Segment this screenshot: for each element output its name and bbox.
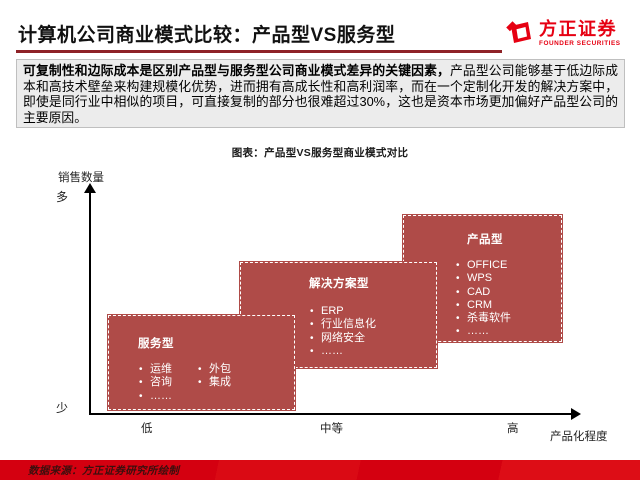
title-underline	[16, 50, 502, 53]
bullet-item: • ERP	[310, 305, 436, 318]
bullet-item: • 行业信息化	[310, 318, 436, 331]
bullet-dot-icon: •	[310, 319, 314, 331]
y-axis-arrow-icon	[84, 183, 96, 193]
bullet-text: 外包	[209, 363, 231, 375]
bullet-item: • WPS	[456, 272, 561, 285]
x-tick-low: 低	[141, 423, 153, 435]
bullet-dot-icon: •	[139, 377, 143, 389]
bullet-item: • CRM	[456, 299, 561, 312]
founder-logo-text: 方正证券 FOUNDER SECURITIES	[539, 18, 621, 48]
x-tick-mid: 中等	[320, 423, 343, 435]
bullet-text: ……	[150, 389, 172, 402]
founder-logo-icon	[504, 21, 531, 43]
bullet-dot-icon: •	[139, 390, 143, 402]
bullet-text: 咨询	[150, 376, 172, 389]
bullet-item: • CAD	[456, 286, 561, 299]
y-axis-title: 销售数量	[58, 172, 104, 184]
service-type-items-col2: • 外包 • 集成	[198, 363, 231, 403]
product-type-items: • OFFICE • WPS • CAD • CRM • 杀毒软件 • ……	[456, 259, 561, 339]
service-type-box-title: 服务型	[138, 338, 174, 350]
bullet-item: • 集成	[198, 376, 231, 389]
bullet-dot-icon: •	[456, 299, 460, 311]
bullet-text: 集成	[209, 376, 231, 389]
bullet-dot-icon: •	[456, 286, 460, 298]
bullet-text: 网络安全	[321, 331, 365, 344]
logo-name-en: FOUNDER SECURITIES	[539, 40, 621, 47]
x-axis-line	[89, 413, 573, 415]
bullet-dot-icon: •	[310, 345, 314, 357]
service-type-items-col1: • 运维 • 咨询 • ……	[139, 363, 172, 403]
bullet-text: 行业信息化	[321, 318, 376, 331]
solution-type-items: • ERP • 行业信息化 • 网络安全 • ……	[310, 305, 436, 358]
bullet-item: • ……	[456, 325, 561, 338]
bullet-dot-icon: •	[310, 332, 314, 344]
bullet-text: OFFICE	[467, 259, 508, 271]
bullet-item: • OFFICE	[456, 259, 561, 272]
figure-caption-label: 图表：	[231, 147, 265, 159]
page-title: 计算机公司商业模式比较：产品型VS服务型	[18, 25, 396, 46]
bullet-text: ERP	[321, 305, 344, 317]
bullet-dot-icon: •	[456, 273, 460, 285]
x-axis-arrow-icon	[571, 408, 581, 420]
summary-box: 可复制性和边际成本是区别产品型与服务型公司商业模式差异的关键因素，产品型公司能够…	[16, 59, 625, 128]
x-tick-high: 高	[507, 423, 519, 435]
bullet-dot-icon: •	[310, 306, 314, 317]
bullet-dot-icon: •	[456, 260, 460, 271]
product-type-box-title: 产品型	[467, 234, 503, 246]
bullet-text: WPS	[467, 272, 493, 285]
summary-lead: 可复制性和边际成本是区别产品型与服务型公司商业模式差异的关键因素，	[23, 63, 450, 78]
service-type-box: 服务型 • 运维 • 咨询 • …… • 外包 • 集成	[108, 315, 295, 410]
bullet-item: • 运维	[139, 363, 172, 376]
logo-name-cn: 方正证券	[539, 19, 617, 39]
footer-bar: 数据来源：方正证券研究所绘制	[0, 460, 640, 480]
bullet-item: • ……	[310, 345, 436, 358]
bullet-text: ……	[321, 344, 343, 357]
bullet-text: 运维	[150, 363, 172, 375]
summary-body: 产品型公司能够基于低边际成本和高技术壁垒来构建规模化优势，进而拥有高成长性和高利…	[23, 63, 619, 125]
y-axis-line	[89, 192, 91, 414]
bullet-item: • 杀毒软件	[456, 312, 561, 325]
bullet-text: ……	[467, 325, 489, 338]
bullet-dot-icon: •	[198, 377, 202, 389]
bullet-dot-icon: •	[198, 364, 202, 375]
data-source: 数据来源：方正证券研究所绘制	[28, 464, 180, 477]
bullet-text: CAD	[467, 285, 491, 298]
figure-caption: 图表：产品型VS服务型商业模式对比	[0, 145, 640, 160]
y-axis-min-label: 少	[56, 401, 69, 415]
bullet-item: • 网络安全	[310, 332, 436, 345]
y-axis-max-label: 多	[56, 190, 69, 204]
bullet-dot-icon: •	[456, 313, 460, 325]
bullet-text: 杀毒软件	[467, 312, 511, 325]
bullet-item: • ……	[139, 390, 172, 403]
bullet-item: • 外包	[198, 363, 231, 376]
solution-type-box-title: 解决方案型	[309, 278, 369, 290]
bullet-dot-icon: •	[456, 326, 460, 338]
founder-logo: 方正证券 FOUNDER SECURITIES	[504, 18, 621, 48]
bullet-item: • 咨询	[139, 376, 172, 389]
bullet-dot-icon: •	[139, 364, 143, 375]
figure-caption-text: 产品型VS服务型商业模式对比	[264, 147, 409, 159]
x-axis-title: 产品化程度	[550, 431, 608, 443]
bullet-text: CRM	[467, 298, 493, 311]
